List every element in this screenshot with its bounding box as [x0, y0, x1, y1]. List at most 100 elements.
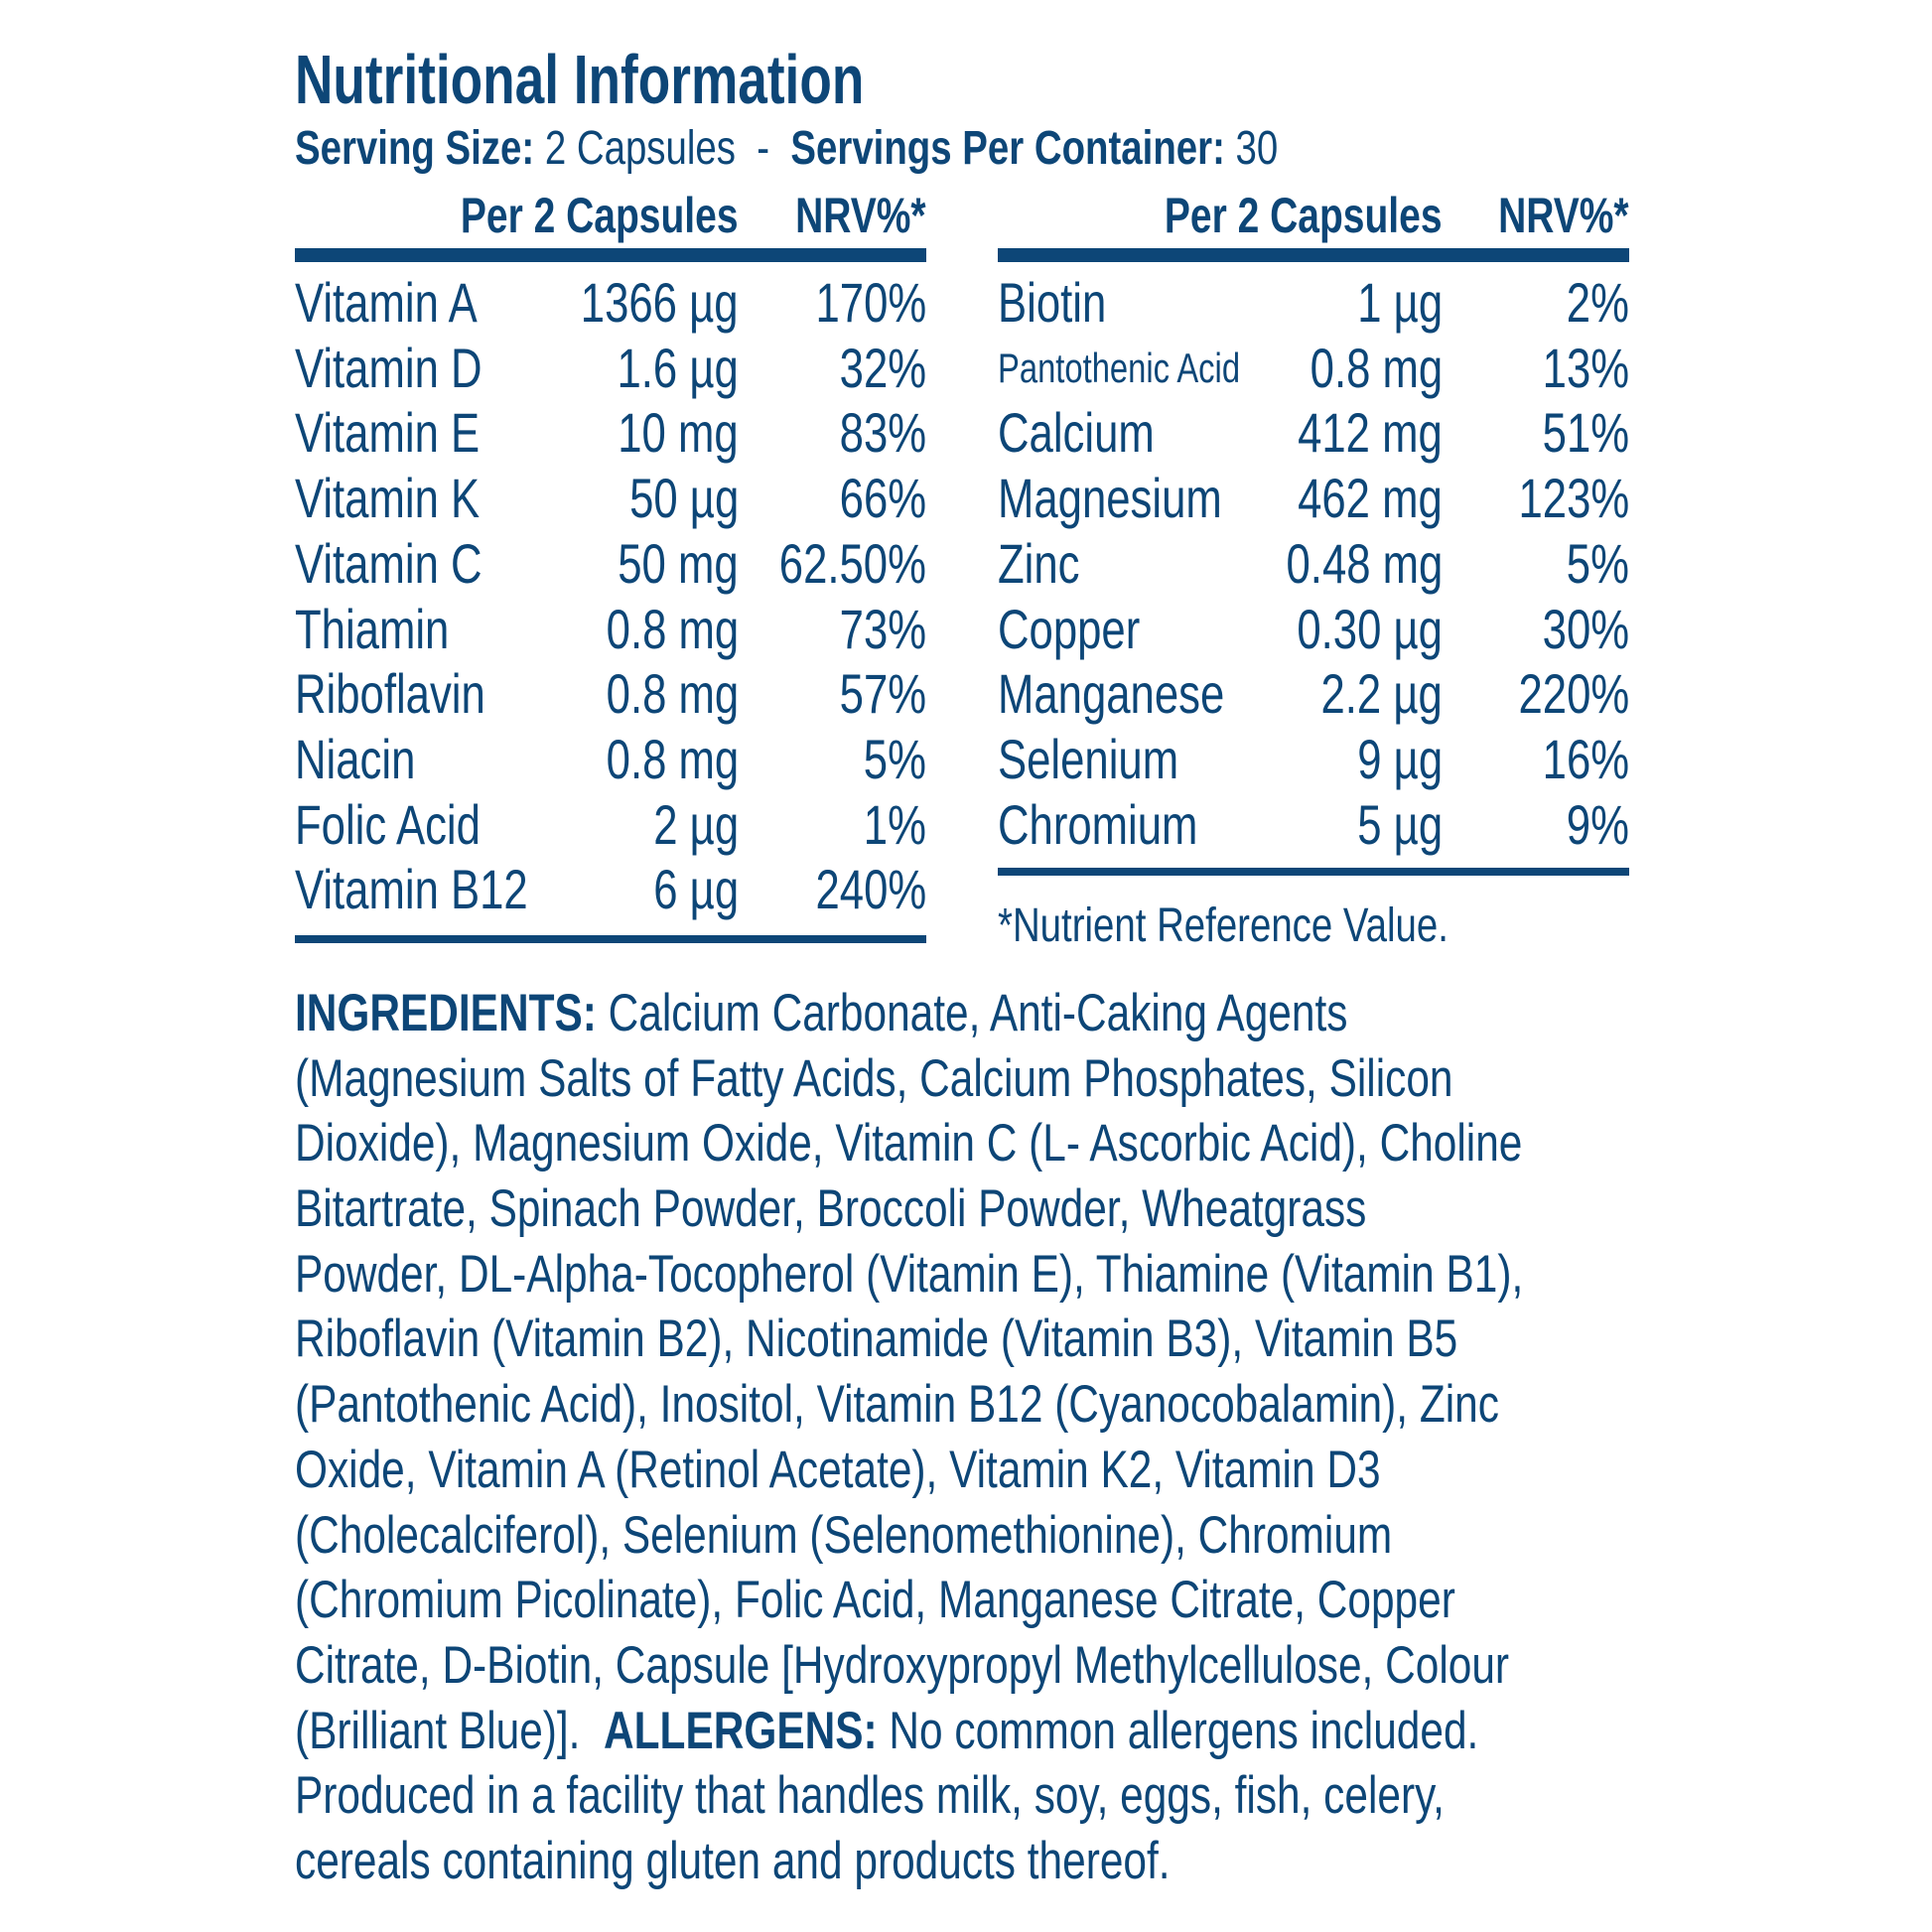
- ingredients-text: (Pantothenic Acid), Inositol, Vitamin B1…: [295, 1375, 1499, 1435]
- nutrient-name-text: Vitamin C: [295, 531, 483, 595]
- ingredients-line: Citrate, D-Biotin, Capsule [Hydroxypropy…: [295, 1633, 1523, 1699]
- nutrient-name: Manganese: [998, 661, 1289, 727]
- right-table-bottom-divider: [998, 868, 1629, 876]
- ingredients-text: (Brilliant Blue)].: [295, 1701, 605, 1760]
- right-header-divider: [998, 248, 1629, 262]
- nutrient-name-text: Biotin: [998, 271, 1107, 334]
- nutrient-nrv: 9%: [1549, 792, 1629, 858]
- nutrient-nrv-text: 240%: [815, 858, 926, 921]
- nutrient-name: Thiamin: [295, 597, 492, 662]
- nutrient-amount: 0.8 mg: [569, 727, 739, 792]
- ingredients-label: INGREDIENTS:: [295, 984, 597, 1042]
- nutrient-nrv-text: 30%: [1542, 597, 1629, 660]
- nutrient-nrv: 5%: [1549, 531, 1629, 597]
- ingredients-line: Riboflavin (Vitamin B2), Nicotinamide (V…: [295, 1307, 1523, 1372]
- ingredients-line: (Magnesium Salts of Fatty Acids, Calcium…: [295, 1046, 1523, 1112]
- ingredients-text: Citrate, D-Biotin, Capsule [Hydroxypropy…: [295, 1635, 1510, 1695]
- nutrient-nrv: 66%: [815, 466, 926, 531]
- ingredients-text: Dioxide), Magnesium Oxide, Vitamin C (L-…: [295, 1114, 1523, 1173]
- nutrient-name: Vitamin A: [295, 270, 529, 336]
- nutrient-amount-text: 10 mg: [618, 401, 739, 465]
- nutrient-amount: 0.30 µg: [1256, 597, 1443, 662]
- nutrient-amount-text: 0.8 mg: [1310, 336, 1443, 399]
- nutrient-name: Vitamin D: [295, 336, 535, 401]
- nutrient-name-text: Folic Acid: [295, 792, 481, 856]
- nutrient-name: Riboflavin: [295, 661, 539, 727]
- nutrient-name: Folic Acid: [295, 792, 533, 858]
- nutrient-name: Niacin: [295, 727, 450, 792]
- nutrient-amount-text: 0.30 µg: [1297, 597, 1443, 660]
- nutrient-nrv: 220%: [1487, 661, 1629, 727]
- ingredients-line: Oxide, Vitamin A (Retinol Acetate), Vita…: [295, 1438, 1523, 1503]
- right-header-amount: Per 2 Capsules: [1165, 188, 1443, 243]
- nutrient-amount: 1.6 µg: [583, 336, 739, 401]
- nutrient-amount: 2.2 µg: [1287, 661, 1443, 727]
- allergens-line: Produced in a facility that handles milk…: [295, 1763, 1523, 1829]
- nutrient-nrv: 2%: [1549, 270, 1629, 336]
- nutrient-name: Chromium: [998, 792, 1254, 858]
- nutrient-amount-text: 1 µg: [1357, 271, 1443, 334]
- nutrient-amount-text: 462 mg: [1298, 467, 1443, 530]
- ingredients-text: Powder, DL-Alpha-Tocopherol (Vitamin E),…: [295, 1244, 1524, 1304]
- ingredients-text: (Chromium Picolinate), Folic Acid, Manga…: [295, 1571, 1455, 1630]
- nutrient-amount-text: 2 µg: [653, 792, 739, 856]
- nutrient-amount-text: 50 µg: [628, 467, 739, 530]
- ingredients-text: Riboflavin (Vitamin B2), Nicotinamide (V…: [295, 1310, 1458, 1369]
- nutrient-nrv-text: 123%: [1518, 467, 1629, 530]
- nutrient-nrv: 170%: [784, 270, 926, 336]
- nutrient-amount: 462 mg: [1257, 466, 1443, 531]
- nutrient-name-text: Manganese: [998, 662, 1225, 726]
- nutrient-amount-text: 1366 µg: [581, 271, 739, 334]
- nutrient-amount: 6 µg: [629, 857, 739, 922]
- nutrient-nrv: 1%: [846, 792, 926, 858]
- separator: -: [757, 122, 770, 175]
- nutrient-amount: 9 µg: [1333, 727, 1443, 792]
- nutrient-amount: 5 µg: [1333, 792, 1443, 858]
- nutrient-amount: 1366 µg: [536, 270, 739, 336]
- nutrient-name-text: Vitamin D: [295, 336, 483, 399]
- nutrient-nrv: 123%: [1487, 466, 1629, 531]
- nutrient-nrv-text: 66%: [839, 467, 926, 530]
- nutrient-name-text: Chromium: [998, 792, 1198, 856]
- right-header-nrv: NRV%*: [1498, 188, 1629, 243]
- nutrient-nrv-text: 220%: [1518, 662, 1629, 726]
- nutrient-amount: 0.48 mg: [1242, 531, 1443, 597]
- nutrient-name: Vitamin B12: [295, 857, 594, 922]
- ingredients-line: Bitartrate, Spinach Powder, Broccoli Pow…: [295, 1176, 1523, 1242]
- nutrient-nrv-text: 9%: [1566, 792, 1629, 856]
- nutrient-name-text: Vitamin A: [295, 271, 478, 334]
- nutrient-amount: 0.8 mg: [1273, 336, 1443, 401]
- nutrient-name: Calcium: [998, 400, 1198, 466]
- left-header-divider: [295, 248, 926, 262]
- ingredients-text: Calcium Carbonate, Anti-Caking Agents: [596, 984, 1348, 1042]
- allergens-text: cereals containing gluten and products t…: [295, 1831, 1171, 1890]
- ingredients-line: (Pantothenic Acid), Inositol, Vitamin B1…: [295, 1372, 1523, 1438]
- nutrient-amount-text: 0.8 mg: [606, 727, 739, 790]
- left-table-bottom-divider: [295, 935, 926, 943]
- nutrient-nrv-text: 13%: [1542, 336, 1629, 399]
- nutrient-name-text: Thiamin: [295, 597, 450, 660]
- serving-size-label: Serving Size:: [295, 122, 535, 175]
- ingredients-line: INGREDIENTS: Calcium Carbonate, Anti-Cak…: [295, 981, 1523, 1046]
- ingredients-section: INGREDIENTS: Calcium Carbonate, Anti-Cak…: [295, 981, 1831, 1894]
- nutrient-amount-text: 6 µg: [653, 858, 739, 921]
- ingredients-text: (Magnesium Salts of Fatty Acids, Calcium…: [295, 1048, 1453, 1108]
- nutrient-name: Vitamin C: [295, 531, 535, 597]
- nutrient-nrv-text: 83%: [839, 401, 926, 465]
- nutrient-amount-text: 1.6 µg: [617, 336, 739, 399]
- nutrient-amount-text: 9 µg: [1357, 727, 1443, 790]
- nutrient-nrv-text: 1%: [863, 792, 926, 856]
- nutrient-nrv-text: 51%: [1542, 401, 1629, 465]
- ingredients-line: Powder, DL-Alpha-Tocopherol (Vitamin E),…: [295, 1242, 1523, 1308]
- nutrient-nrv-text: 2%: [1566, 271, 1629, 334]
- nutrient-amount: 0.8 mg: [569, 597, 739, 662]
- nutrient-nrv: 5%: [846, 727, 926, 792]
- nutrient-nrv-text: 62.50%: [778, 531, 926, 595]
- nutrient-name-text: Selenium: [998, 727, 1179, 790]
- nutrient-amount-text: 50 mg: [618, 531, 739, 595]
- nutrient-amount-text: 0.48 mg: [1286, 531, 1443, 595]
- left-header-amount: Per 2 Capsules: [461, 188, 739, 243]
- nutrient-amount: 412 mg: [1257, 400, 1443, 466]
- page-title: Nutritional Information: [295, 41, 865, 118]
- nutrient-name: Biotin: [998, 270, 1137, 336]
